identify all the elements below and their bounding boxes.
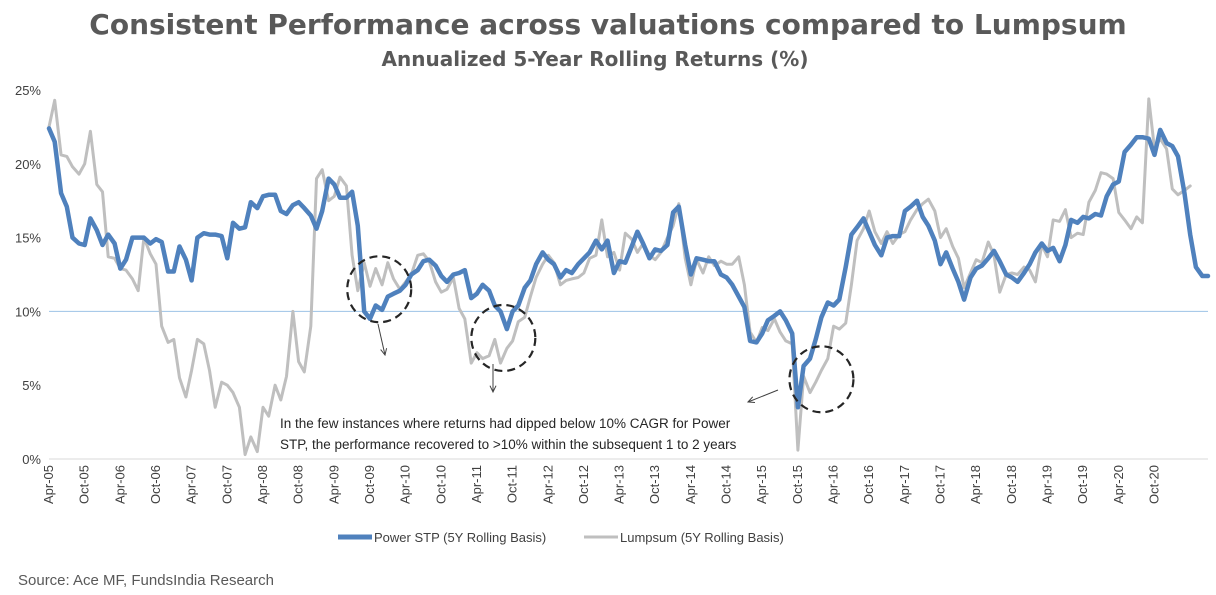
- x-tick-label: Apr-20: [1111, 465, 1126, 504]
- x-tick-label: Oct-18: [1004, 465, 1019, 504]
- x-tick-label: Apr-18: [968, 465, 983, 504]
- annotation-arrows: [377, 323, 779, 403]
- x-tick-label: Apr-13: [612, 465, 627, 504]
- y-tick-label: 15%: [15, 231, 41, 246]
- annotation-arrow-head: [746, 396, 756, 403]
- x-tick-label: Apr-15: [754, 465, 769, 504]
- chart-title: Consistent Performance across valuations…: [89, 8, 1127, 41]
- x-tick-label: Oct-13: [647, 465, 662, 504]
- x-tick-label: Apr-10: [398, 465, 413, 504]
- highlight-circle: [788, 345, 855, 414]
- y-tick-label: 5%: [22, 378, 41, 393]
- x-tick-label: Apr-06: [112, 465, 127, 504]
- x-tick-label: Apr-17: [897, 465, 912, 504]
- legend: Power STP (5Y Rolling Basis) Lumpsum (5Y…: [338, 530, 784, 545]
- x-tick-label: Oct-06: [148, 465, 163, 504]
- y-axis: 25% 20% 15% 10% 5% 0%: [15, 83, 41, 467]
- annotation-arrow-head: [489, 385, 497, 394]
- x-tick-label: Apr-09: [326, 465, 341, 504]
- x-tick-label: Oct-17: [933, 465, 948, 504]
- x-tick-label: Apr-19: [1040, 465, 1055, 504]
- x-tick-label: Apr-11: [469, 465, 484, 503]
- power-stp-line: [46, 126, 1211, 410]
- highlight-circle: [346, 255, 413, 324]
- annotation-arrow: [377, 323, 386, 356]
- annotation-line-1: In the few instances where returns had d…: [280, 416, 731, 431]
- y-tick-label: 25%: [15, 83, 41, 98]
- highlight-circles: [346, 255, 855, 414]
- x-tick-label: Oct-09: [362, 465, 377, 504]
- annotation-line-2: STP, the performance recovered to >10% w…: [280, 437, 737, 452]
- x-tick-label: Apr-07: [184, 465, 199, 504]
- x-tick-label: Apr-08: [255, 465, 270, 504]
- x-tick-label: Oct-07: [219, 465, 234, 504]
- y-tick-label: 20%: [15, 157, 41, 172]
- x-tick-label: Oct-11: [505, 465, 520, 503]
- x-tick-label: Apr-12: [540, 465, 555, 504]
- x-tick-label: Oct-08: [291, 465, 306, 504]
- annotation-arrow-head: [380, 348, 388, 357]
- series-layer: [46, 97, 1211, 457]
- x-tick-label: Oct-15: [790, 465, 805, 504]
- x-tick-label: Apr-05: [41, 465, 56, 504]
- x-tick-label: Apr-16: [826, 465, 841, 504]
- x-axis: Apr-05 Oct-05 Apr-06 Oct-06 Apr-07 Oct-07 Apr-…: [41, 465, 1162, 504]
- x-tick-label: Oct-20: [1147, 465, 1162, 504]
- legend-label-lumpsum: Lumpsum (5Y Rolling Basis): [620, 530, 784, 545]
- x-tick-label: Oct-19: [1075, 465, 1090, 504]
- lumpsum-line: [47, 97, 1192, 457]
- source-note: Source: Ace MF, FundsIndia Research: [18, 572, 274, 589]
- x-tick-label: Oct-05: [77, 465, 92, 504]
- y-tick-label: 10%: [15, 304, 41, 319]
- x-tick-label: Oct-10: [433, 465, 448, 504]
- x-tick-label: Oct-14: [719, 465, 734, 504]
- x-tick-label: Oct-12: [576, 465, 591, 504]
- annotation-arrow: [747, 389, 779, 403]
- x-tick-label: Oct-16: [861, 465, 876, 504]
- highlight-circle: [470, 303, 537, 373]
- y-tick-label: 0%: [22, 452, 41, 467]
- chart-subtitle: Annualized 5-Year Rolling Returns (%): [381, 47, 809, 71]
- x-tick-label: Apr-14: [683, 465, 698, 504]
- legend-label-power-stp: Power STP (5Y Rolling Basis): [374, 530, 546, 545]
